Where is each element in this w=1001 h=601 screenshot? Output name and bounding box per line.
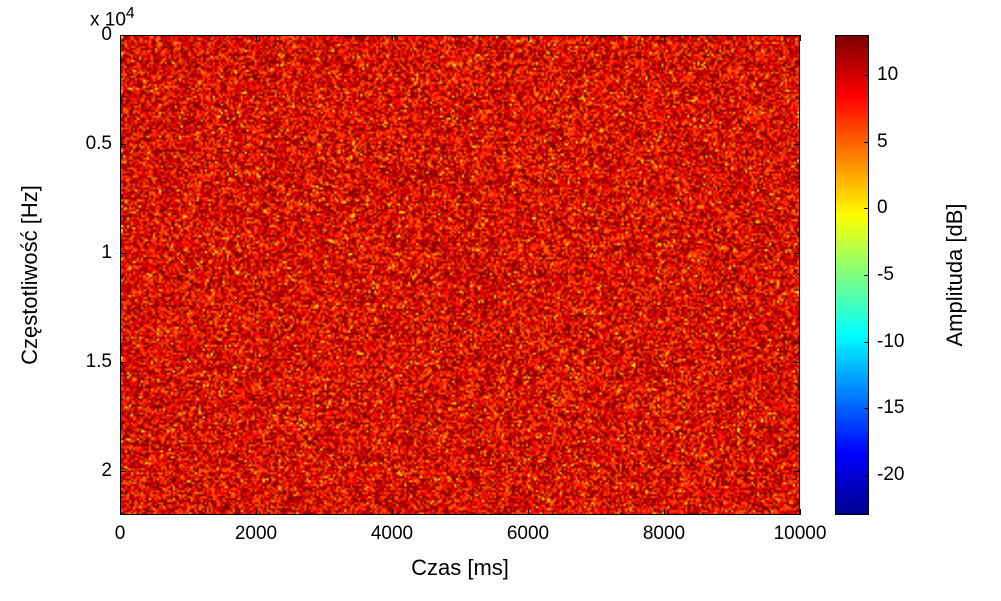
xtick-mark-top <box>800 35 801 41</box>
ytick-mark <box>120 253 126 254</box>
plot-area <box>120 35 800 515</box>
ytick-mark <box>120 35 126 36</box>
ytick-mark-right <box>794 362 800 363</box>
colorbar-tick-label: 10 <box>877 64 898 86</box>
colorbar-tick-label: -5 <box>877 264 894 286</box>
xtick-label: 2000 <box>235 523 277 545</box>
xtick-label: 6000 <box>507 523 549 545</box>
colorbar-tick-label: -15 <box>877 397 904 419</box>
ytick-mark <box>120 362 126 363</box>
colorbar-tick-mark <box>864 475 869 476</box>
xtick-mark <box>392 509 393 515</box>
colorbar-tick-mark <box>864 342 869 343</box>
colorbar-label: Amplituda [dB] <box>942 203 968 346</box>
xtick-mark-top <box>256 35 257 41</box>
xtick-mark <box>528 509 529 515</box>
ytick-mark-right <box>794 253 800 254</box>
y-exp-sup: 4 <box>126 5 135 22</box>
xtick-label: 10000 <box>774 523 827 545</box>
spectrogram-canvas <box>121 36 799 514</box>
ytick-label: 0 <box>52 24 112 46</box>
xtick-label: 4000 <box>371 523 413 545</box>
xtick-mark-top <box>528 35 529 41</box>
ytick-mark <box>120 144 126 145</box>
ytick-mark <box>120 471 126 472</box>
xtick-mark <box>120 509 121 515</box>
xtick-mark <box>800 509 801 515</box>
ytick-label: 2 <box>52 460 112 482</box>
ytick-mark-right <box>794 471 800 472</box>
colorbar-tick-mark <box>864 75 869 76</box>
ytick-label: 0.5 <box>52 133 112 155</box>
xtick-mark-top <box>392 35 393 41</box>
xtick-mark-top <box>664 35 665 41</box>
ytick-label: 1.5 <box>52 351 112 373</box>
x-axis-label: Czas [ms] <box>411 555 509 581</box>
ytick-label: 1 <box>52 242 112 264</box>
y-axis-label: Częstotliwość [Hz] <box>17 185 43 365</box>
colorbar-tick-mark <box>864 408 869 409</box>
colorbar-tick-mark <box>864 142 869 143</box>
figure: x 104 Częstotliwość [Hz] Czas [ms] 02000… <box>0 0 1001 601</box>
colorbar-tick-mark <box>864 275 869 276</box>
xtick-label: 0 <box>115 523 126 545</box>
colorbar-tick-mark <box>864 208 869 209</box>
xtick-mark <box>664 509 665 515</box>
colorbar-tick-label: -20 <box>877 464 904 486</box>
colorbar-tick-label: 0 <box>877 197 888 219</box>
colorbar-tick-label: 5 <box>877 131 888 153</box>
ytick-mark-right <box>794 144 800 145</box>
colorbar-tick-label: -10 <box>877 331 904 353</box>
ytick-mark-right <box>794 35 800 36</box>
xtick-mark <box>256 509 257 515</box>
xtick-label: 8000 <box>643 523 685 545</box>
